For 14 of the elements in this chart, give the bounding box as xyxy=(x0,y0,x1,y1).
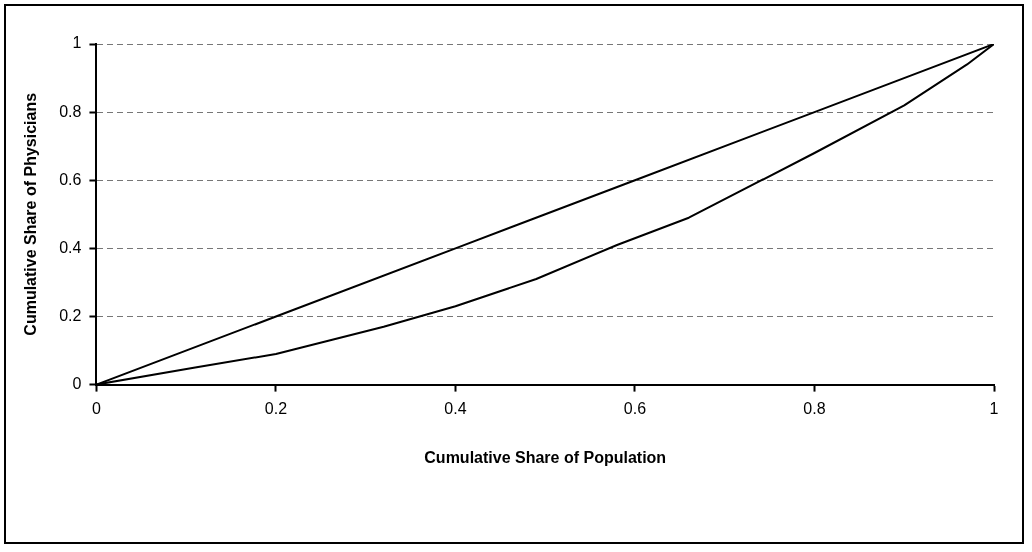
x-tick-label: 0.4 xyxy=(444,399,467,417)
y-tick-label: 0.4 xyxy=(59,238,82,256)
y-tick-label: 0.2 xyxy=(59,306,82,324)
x-tick-label: 0.8 xyxy=(803,399,826,417)
y-tick-label: 0.6 xyxy=(59,170,82,188)
y-tick-label: 1 xyxy=(72,34,82,52)
y-tick-label: 0.8 xyxy=(59,102,82,120)
x-tick-label: 0.6 xyxy=(623,399,647,417)
x-tick-label: 0.2 xyxy=(264,399,288,417)
y-axis-title: Cumulative Share of Physicians xyxy=(22,92,40,336)
x-tick-label: 0 xyxy=(91,399,101,417)
x-axis-title: Cumulative Share of Population xyxy=(424,448,667,466)
y-tick-label: 0 xyxy=(72,375,82,393)
x-tick-label: 1 xyxy=(989,399,999,417)
